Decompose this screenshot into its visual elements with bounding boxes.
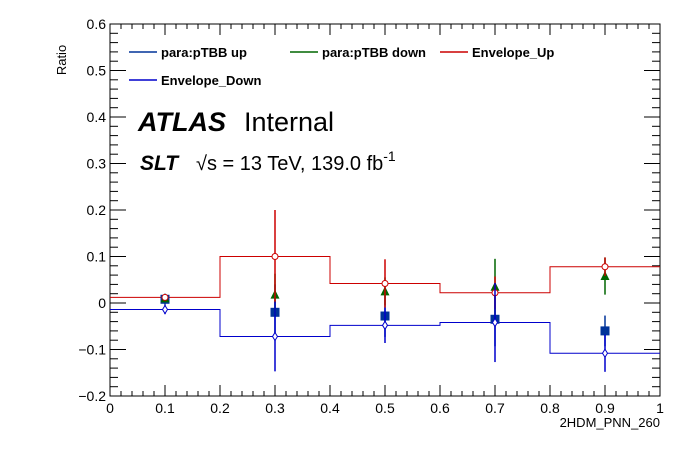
legend: para:pTBB up para:pTBB down Envelope_Up Env… <box>129 45 554 88</box>
y-tick-label: 0.5 <box>87 63 107 79</box>
lumi-unit-exponent: -1 <box>383 148 396 164</box>
x-tick-label: 0 <box>106 400 114 416</box>
data-point-circle <box>271 253 279 260</box>
y-tick-label: 0.2 <box>87 202 107 218</box>
y-tick-label: −0.2 <box>78 388 106 404</box>
x-tick-label: 0.4 <box>320 400 340 416</box>
data-points <box>160 210 610 372</box>
x-axis-label: 2HDM_PNN_260 <box>560 415 660 430</box>
legend-label: Envelope_Up <box>472 45 554 60</box>
x-axis-ticks: 0 0.1 0.2 0.3 0.4 0.5 0.6 0.7 0.8 0.9 1 <box>106 24 664 416</box>
y-axis-ticks: −0.2 −0.1 0 0.1 0.2 0.3 0.4 0.5 0.6 <box>78 16 660 404</box>
energy-label: √s = 13 TeV, 139.0 fb-1 <box>196 148 396 175</box>
data-point-circle <box>381 279 389 287</box>
data-point-diamond <box>381 320 389 331</box>
x-tick-label: 0.8 <box>540 400 560 416</box>
legend-label: para:pTBB down <box>322 45 426 60</box>
x-tick-label: 0.2 <box>210 400 230 416</box>
data-point-circle <box>601 263 609 271</box>
legend-label: Envelope_Down <box>161 73 261 88</box>
data-point-diamond <box>161 304 169 315</box>
sqrt-s: √s <box>196 153 217 175</box>
x-tick-label: 0.3 <box>265 400 285 416</box>
energy-lumi: = 13 TeV, 139.0 fb <box>217 153 383 175</box>
y-tick-label: 0.6 <box>87 16 107 32</box>
y-tick-label: 0.4 <box>87 109 107 125</box>
atlas-status: Internal <box>244 107 334 137</box>
y-tick-label: 0.3 <box>87 156 107 172</box>
data-point-diamond <box>491 317 499 328</box>
y-tick-label: −0.1 <box>78 342 106 358</box>
x-tick-label: 0.7 <box>485 400 505 416</box>
data-point-circle <box>161 293 169 301</box>
y-axis-label: Ratio <box>54 45 69 75</box>
y-tick-label: 0 <box>98 295 106 311</box>
channel-label: SLT <box>140 152 180 175</box>
x-tick-label: 1 <box>656 400 664 416</box>
data-point-square <box>600 326 610 336</box>
x-tick-label: 0.1 <box>155 400 175 416</box>
x-tick-label: 0.9 <box>595 400 615 416</box>
atlas-label: ATLAS <box>137 107 226 137</box>
legend-label: para:pTBB up <box>161 45 247 60</box>
x-tick-label: 0.6 <box>430 400 450 416</box>
x-tick-label: 0.5 <box>375 400 395 416</box>
data-point-diamond <box>271 331 279 342</box>
y-tick-label: 0.1 <box>87 249 107 265</box>
data-point-diamond <box>601 348 609 359</box>
